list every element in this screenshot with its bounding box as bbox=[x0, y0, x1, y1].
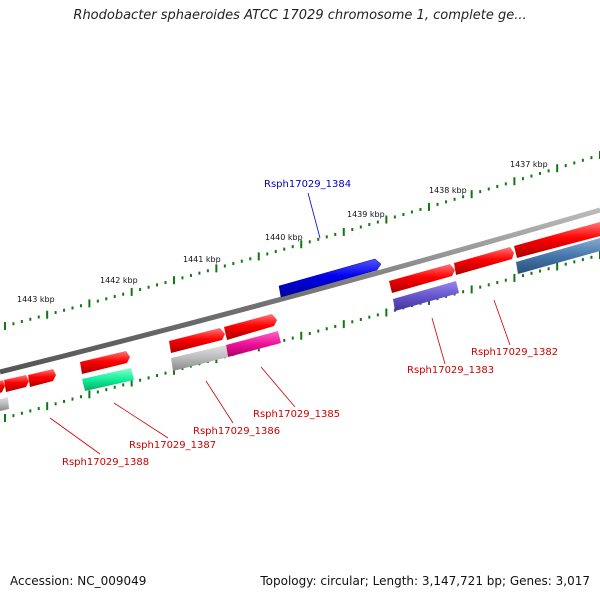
gene-feature-rev[interactable] bbox=[393, 281, 459, 311]
gene-feature-rev[interactable] bbox=[171, 345, 228, 371]
tick-label-1442: 1442 kbp bbox=[100, 276, 138, 285]
gene-label-rsph17029-1383[interactable]: Rsph17029_1383 bbox=[407, 365, 494, 376]
gene-feature-fwd[interactable] bbox=[224, 314, 277, 340]
tick-label-1439: 1439 kbp bbox=[347, 210, 385, 219]
chromosome-backbone bbox=[0, 207, 600, 375]
gene-feature-rev[interactable] bbox=[0, 397, 9, 411]
tick-label-1438: 1438 kbp bbox=[429, 186, 467, 195]
leader-rsph17029-1387 bbox=[113, 402, 169, 439]
gene-label-rsph17029-1382[interactable]: Rsph17029_1382 bbox=[471, 347, 558, 358]
gene-feature-rev[interactable] bbox=[82, 368, 134, 391]
leader-rsph17029-1386 bbox=[205, 380, 234, 424]
forward-gene-track bbox=[0, 222, 600, 393]
gene-feature-fwd[interactable] bbox=[4, 375, 29, 392]
outer-tick-ring bbox=[4, 151, 600, 330]
gene-feature-fwd[interactable] bbox=[389, 264, 455, 293]
gene-feature-rev[interactable] bbox=[516, 238, 600, 274]
gene-feature-fwd[interactable] bbox=[169, 328, 225, 353]
gene-feature-fwd[interactable] bbox=[454, 247, 514, 275]
accession-text: Accession: NC_009049 bbox=[10, 574, 147, 588]
gene-label-rsph17029-1385[interactable]: Rsph17029_1385 bbox=[253, 409, 340, 420]
gene-feature-rev[interactable] bbox=[226, 331, 281, 357]
map-title: Rhodobacter sphaeroides ATCC 17029 chrom… bbox=[73, 8, 527, 23]
gene-feature-fwd[interactable] bbox=[514, 222, 600, 258]
tick-label-1443: 1443 kbp bbox=[17, 295, 55, 304]
leader-rsph17029-1388 bbox=[49, 417, 101, 455]
gene-feature-fwd[interactable] bbox=[80, 351, 130, 374]
genome-summary-text: Topology: circular; Length: 3,147,721 bp… bbox=[260, 574, 590, 588]
gene-label-rsph17029-1387[interactable]: Rsph17029_1387 bbox=[129, 440, 216, 451]
label-leaders bbox=[49, 192, 511, 455]
leader-rsph17029-1385 bbox=[260, 366, 296, 408]
gene-label-rsph17029-1388[interactable]: Rsph17029_1388 bbox=[62, 457, 149, 468]
inner-tick-ring bbox=[4, 251, 600, 422]
gene-feature-fwd[interactable] bbox=[0, 380, 5, 393]
tick-label-1440: 1440 kbp bbox=[265, 233, 303, 242]
gene-feature-fwd[interactable] bbox=[28, 369, 56, 387]
reverse-gene-track bbox=[0, 238, 600, 411]
tick-label-1437: 1437 kbp bbox=[510, 160, 548, 169]
gene-label-rsph17029-1384[interactable]: Rsph17029_1384 bbox=[264, 179, 351, 190]
leader-rsph17029-1382 bbox=[493, 299, 511, 346]
leader-rsph17029-1383 bbox=[431, 317, 446, 365]
tick-label-1441: 1441 kbp bbox=[183, 255, 221, 264]
leader-rsph17029-1384 bbox=[307, 192, 321, 239]
gene-feature-rsph17029-1384[interactable] bbox=[278, 258, 382, 298]
gene-label-rsph17029-1386[interactable]: Rsph17029_1386 bbox=[193, 426, 280, 437]
